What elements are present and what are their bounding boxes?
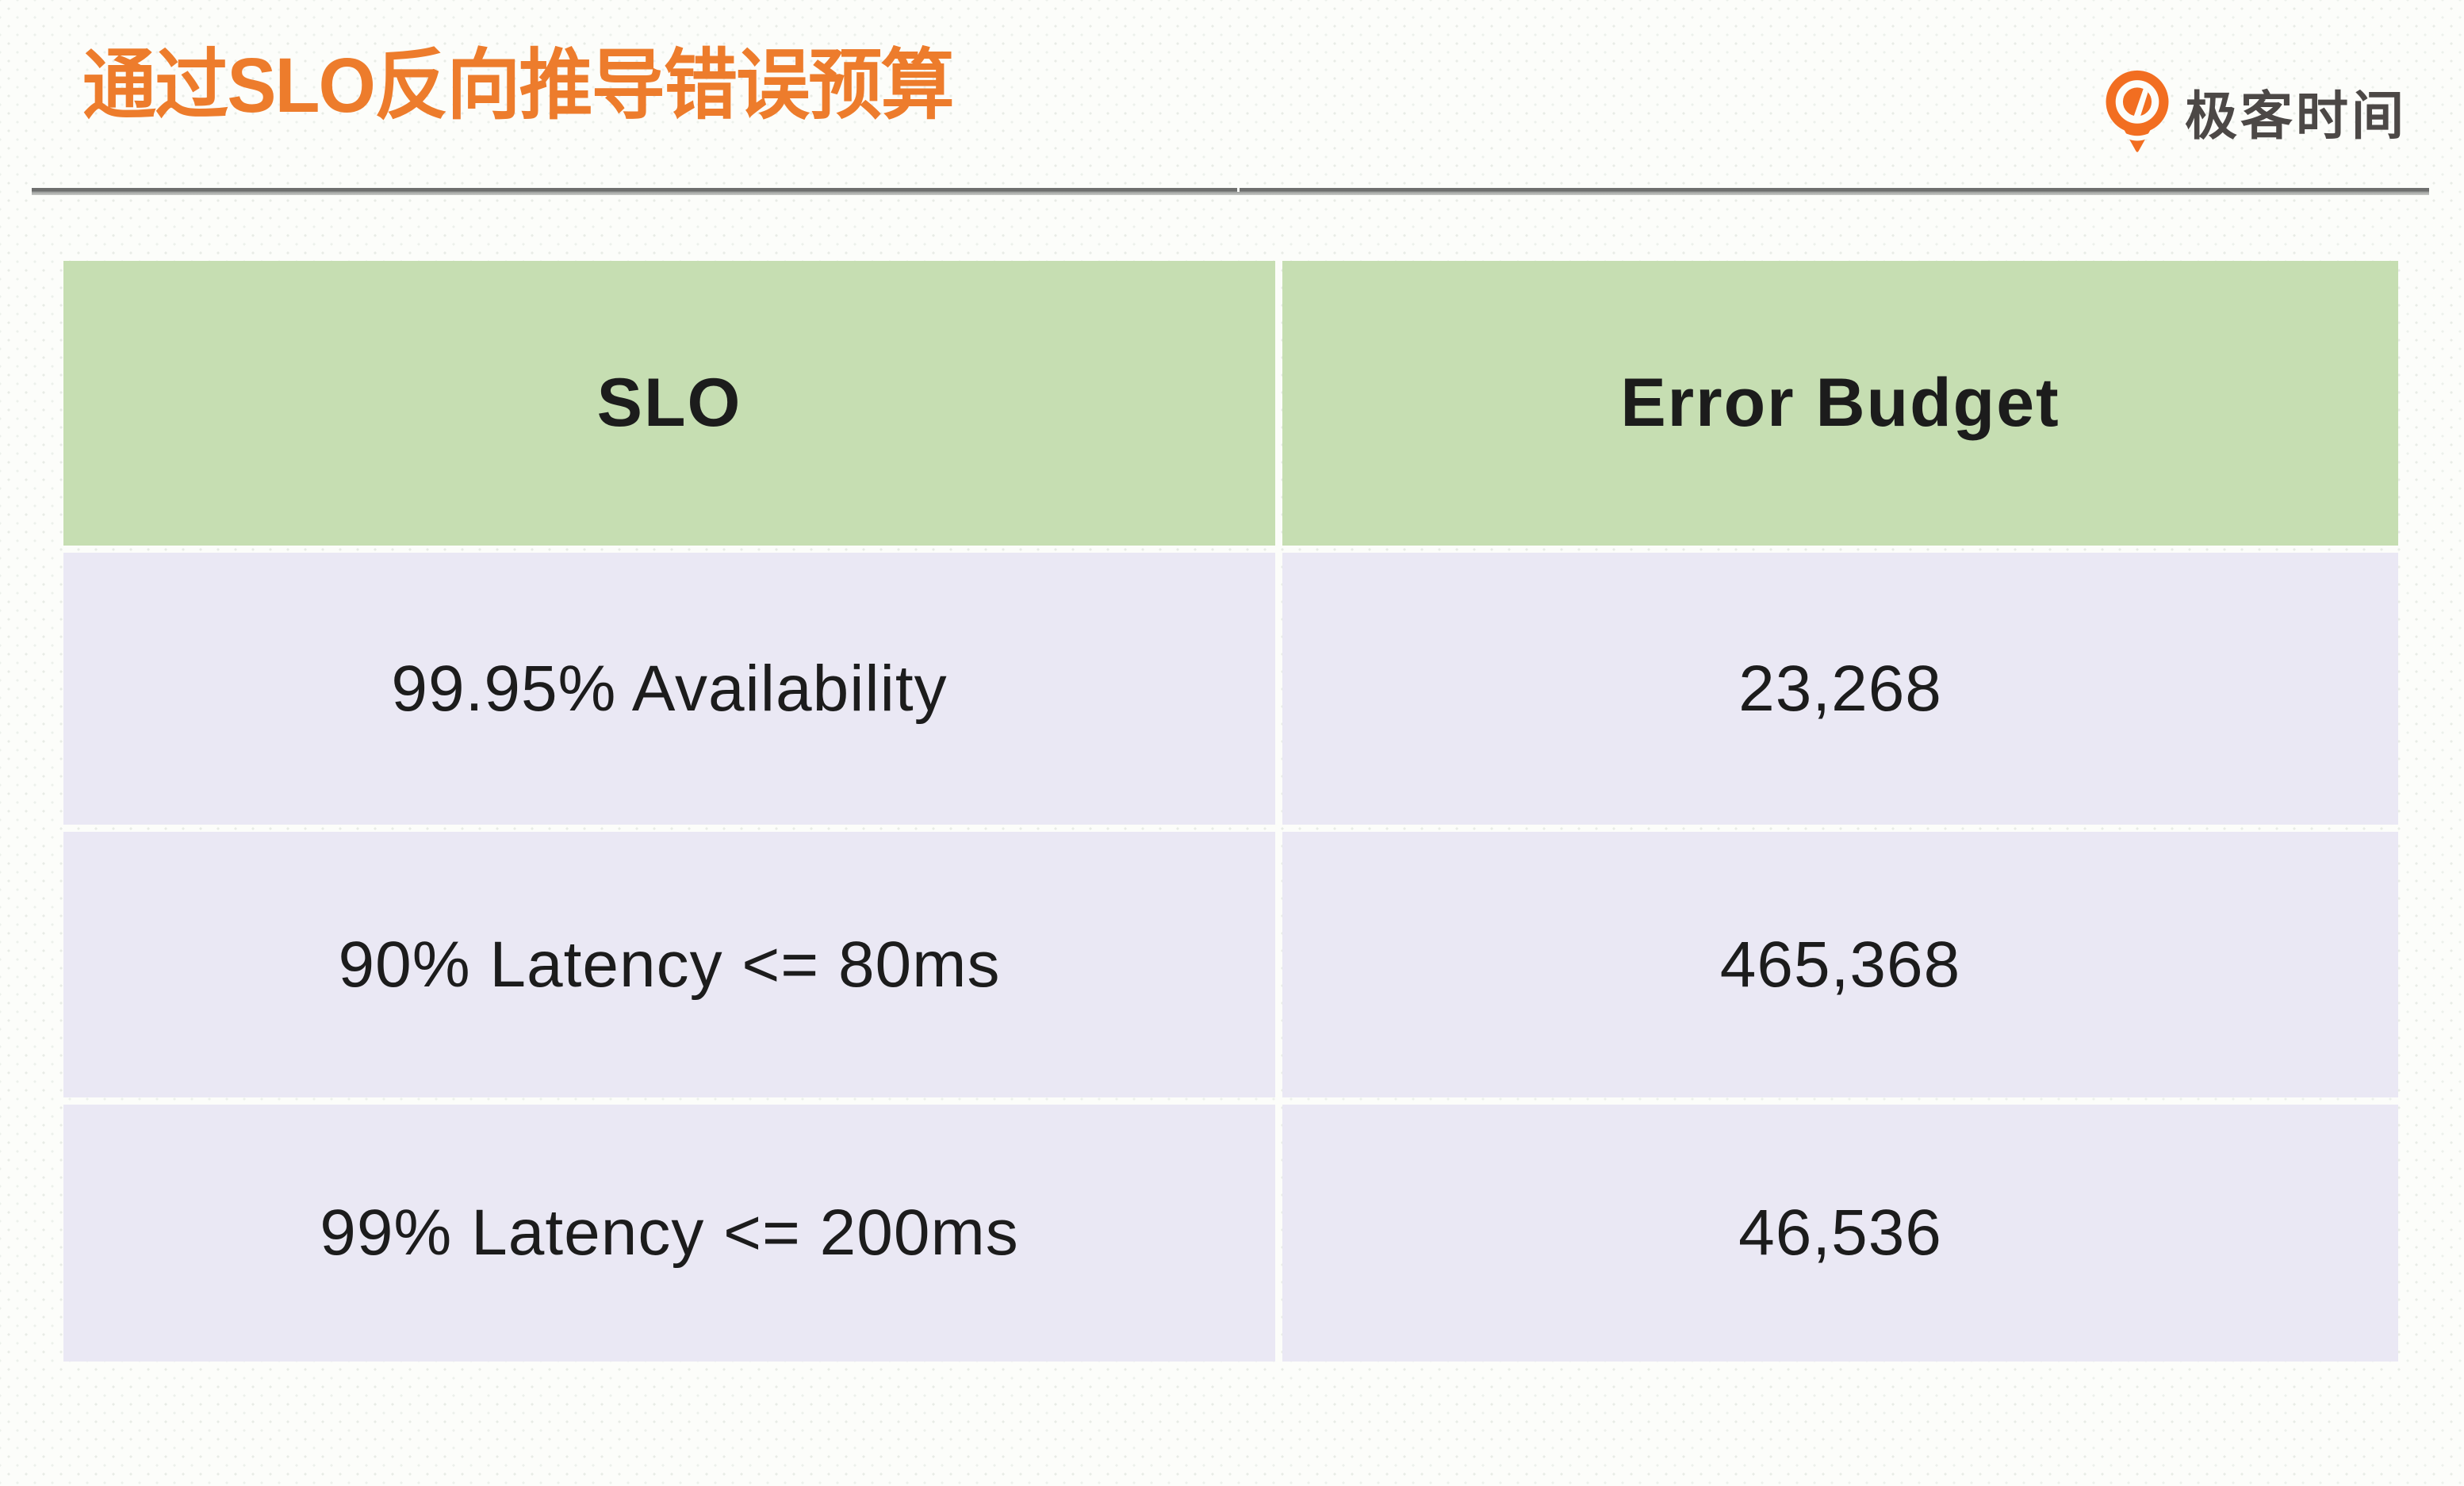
geektime-pin-icon	[2106, 70, 2169, 152]
divider-notch	[1237, 188, 1240, 192]
table-cell-budget-row2: 465,368	[1282, 832, 2398, 1097]
geektime-logo-text: 极客时间	[2185, 86, 2407, 145]
slo-error-budget-table: SLO Error Budget 99.95% Availability 23,…	[63, 261, 2398, 1362]
table-header-slo: SLO	[63, 261, 1275, 546]
table-cell-budget-row3: 46,536	[1282, 1105, 2398, 1362]
table-cell-slo-row1: 99.95% Availability	[63, 553, 1275, 825]
page-title: 通过SLO反向推导错误预算	[82, 42, 955, 128]
geektime-logo: 极客时间	[2104, 70, 2407, 154]
table-cell-slo-row3: 99% Latency <= 200ms	[63, 1105, 1275, 1362]
title-divider	[32, 188, 2429, 195]
table-cell-slo-row2: 90% Latency <= 80ms	[63, 832, 1275, 1097]
table-header-error-budget: Error Budget	[1282, 261, 2398, 546]
table-cell-budget-row1: 23,268	[1282, 553, 2398, 825]
